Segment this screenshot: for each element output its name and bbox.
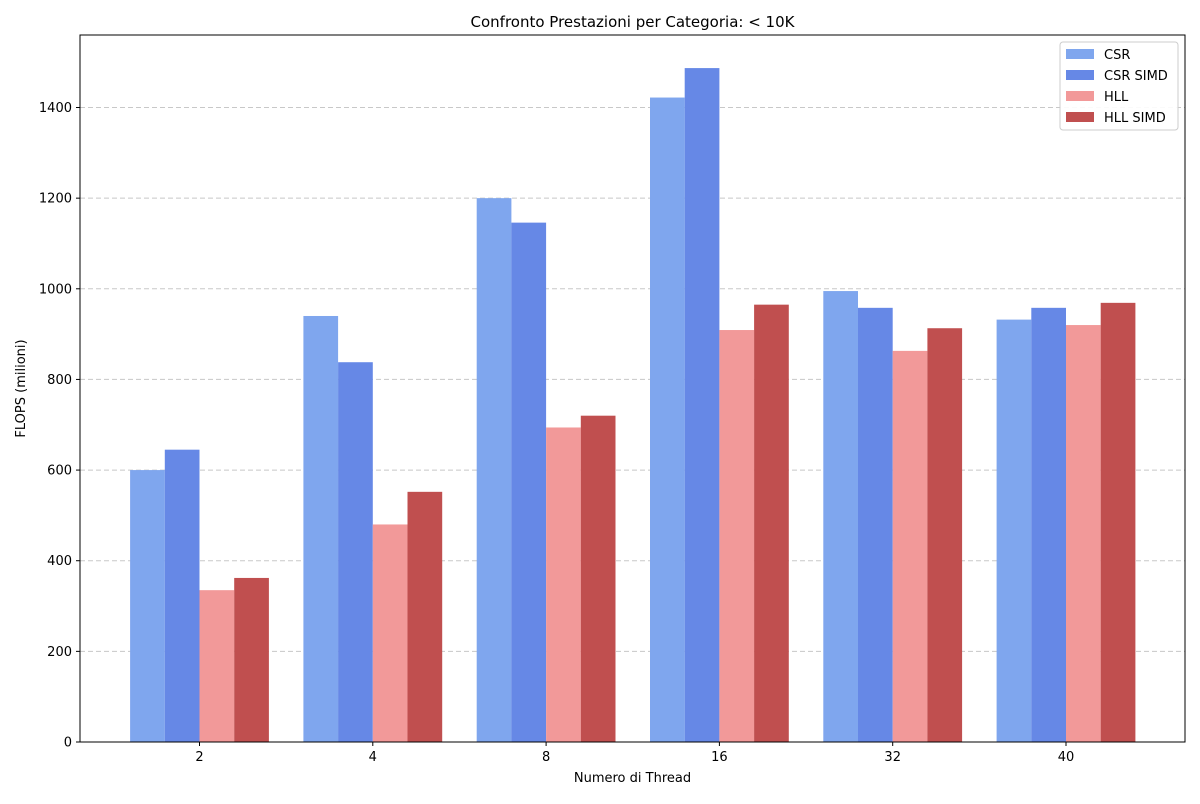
y-tick-label: 600 (47, 464, 72, 479)
grid-lines (80, 107, 1185, 652)
bar-csr-simd-8 (511, 222, 547, 742)
bar-csr-simd-4 (338, 362, 373, 742)
bars (130, 68, 1136, 743)
legend-label: CSR SIMD (1104, 69, 1168, 84)
y-axis-ticks: 0 200 400 600 800 1000 1200 1400 (39, 101, 80, 751)
y-tick-label: 1000 (39, 282, 72, 297)
bar-csr-2 (130, 470, 165, 742)
y-tick-label: 200 (47, 645, 72, 660)
bar-hll-simd-2 (234, 577, 269, 742)
legend-swatch (1066, 70, 1094, 80)
y-tick-label: 1200 (39, 192, 72, 207)
legend-label: HLL SIMD (1104, 111, 1166, 126)
bar-csr-8 (476, 198, 512, 743)
bar-hll-8 (546, 427, 581, 742)
plot-frame (79, 34, 1186, 743)
bar-hll-simd-32 (927, 328, 963, 742)
bar-csr-4 (303, 315, 339, 742)
y-axis-title: FLOPS (milioni) (14, 339, 29, 437)
legend: CSR CSR SIMD HLL HLL SIMD (1059, 41, 1179, 131)
y-tick-label: 1400 (39, 101, 72, 116)
bar-csr-32 (823, 291, 858, 742)
bar-hll-simd-8 (580, 415, 616, 742)
legend-label: CSR (1104, 48, 1130, 63)
x-tick-label: 40 (1058, 750, 1075, 765)
legend-swatch (1066, 112, 1094, 122)
bar-csr-40 (996, 319, 1032, 742)
x-axis-ticks: 2 4 8 16 32 40 (195, 742, 1074, 765)
bar-csr-simd-16 (684, 68, 720, 742)
legend-box (1059, 41, 1179, 131)
bar-hll-32 (892, 350, 928, 742)
bar-hll-16 (719, 330, 755, 742)
bar-csr-16 (650, 97, 685, 743)
legend-swatch (1066, 49, 1094, 59)
x-tick-label: 4 (369, 750, 377, 765)
x-axis-title: Numero di Thread (574, 771, 691, 786)
bar-csr-simd-2 (164, 449, 200, 742)
y-tick-label: 0 (64, 736, 72, 751)
bar-hll-simd-4 (407, 491, 443, 742)
x-tick-label: 16 (711, 750, 728, 765)
y-tick-label: 800 (47, 373, 72, 388)
bar-csr-simd-32 (858, 307, 893, 742)
chart-title: Confronto Prestazioni per Categoria: < 1… (471, 13, 796, 31)
bar-hll-simd-16 (754, 304, 789, 742)
bar-hll-4 (372, 524, 408, 742)
bar-csr-simd-40 (1031, 307, 1066, 742)
x-tick-label: 32 (884, 750, 901, 765)
bar-hll-40 (1066, 325, 1101, 742)
legend-label: HLL (1104, 90, 1129, 105)
x-tick-label: 8 (542, 750, 550, 765)
bar-hll-simd-40 (1100, 302, 1136, 742)
x-tick-label: 2 (195, 750, 203, 765)
bar-hll-2 (199, 590, 235, 742)
y-tick-label: 400 (47, 554, 72, 569)
legend-swatch (1066, 91, 1094, 101)
